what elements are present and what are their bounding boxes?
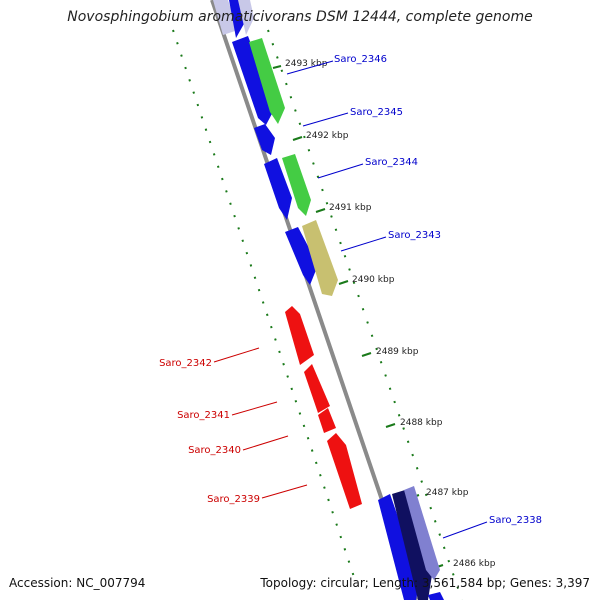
map-title: Novosphingobium aromaticivorans DSM 1244… [67,9,533,25]
cds-arrow [232,36,275,125]
cds-arrow [428,592,444,600]
summary-text: Topology: circular; Length: 3,561,584 bp… [260,576,590,590]
tick-label: 2489 kbp [376,347,419,357]
label-leader [231,401,278,416]
gene-label-forward: Saro_2346 [334,54,387,65]
gene-label-forward: Saro_2338 [489,515,542,526]
label-leader [286,60,334,75]
tick-labels: 2493 kbp 2492 kbp 2491 kbp 2490 kbp 2489… [285,59,496,569]
cds-arrow [378,494,420,600]
cds-arrow [327,433,362,509]
gene-label-forward: Saro_2345 [350,107,403,118]
cds-arrow [282,154,311,216]
tick-mark [272,65,282,69]
tick-label: 2492 kbp [306,131,349,141]
cds-arrow [285,306,314,365]
label-leader [317,163,364,179]
gene-label-reverse: Saro_2339 [207,494,260,505]
label-leader [302,112,349,127]
gene-label-reverse: Saro_2342 [159,358,212,369]
reverse-gene-labels: Saro_2342 Saro_2341 Saro_2340 Saro_2339 [159,347,308,505]
cds-arrow [285,227,318,285]
cds-arrow [304,364,330,413]
cds-arrow [249,38,285,124]
cds-arrow [238,0,254,35]
tick-label: 2491 kbp [329,203,372,213]
tick-label: 2487 kbp [426,488,469,498]
label-leader [442,521,488,539]
cds-arrow [213,0,238,35]
label-leader [340,236,387,252]
cds-arrow [392,490,432,600]
tick-mark [315,208,326,213]
cds-arrow [318,408,336,433]
tick-mark [338,280,349,285]
tick-label: 2486 kbp [453,559,496,569]
cds-arrow [404,486,440,580]
label-leader [213,347,260,363]
cds-arrow [264,158,292,220]
gene-label-reverse: Saro_2341 [177,410,230,421]
label-leader [242,435,289,451]
cds-arrow [302,220,338,296]
tick-label: 2488 kbp [400,418,443,428]
label-leader [261,484,308,499]
reverse-cds-track [285,306,362,509]
tick-label: 2493 kbp [285,59,328,69]
gene-label-forward: Saro_2344 [365,157,418,168]
forward-gene-labels: Saro_2346 Saro_2345 Saro_2344 Saro_2343 … [286,54,542,539]
tick-mark [361,352,372,357]
tick-mark [385,423,396,428]
cds-arrow [254,124,275,155]
gene-label-forward: Saro_2343 [388,230,441,241]
tick-label: 2490 kbp [352,275,395,285]
tick-mark [292,136,303,141]
inner-tick-track [172,29,356,581]
forward-cds-track [213,0,444,600]
accession-text: Accession: NC_007794 [9,576,146,590]
gene-label-reverse: Saro_2340 [188,445,241,456]
